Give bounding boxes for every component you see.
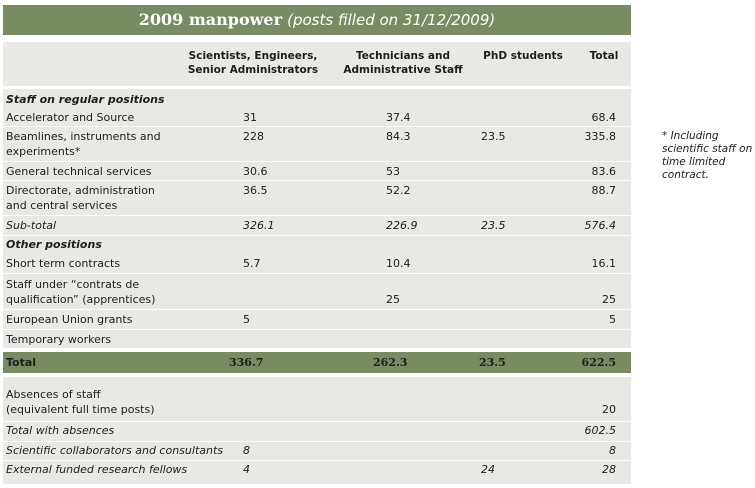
table-row: Beamlines, instruments and experiments* … [3,127,631,162]
footnote-line2: scientific staff on [662,143,753,155]
row-label: Accelerator and Source [6,111,135,124]
cell-total: 8 [609,444,616,457]
total-row: Total 336.7 262.3 23.5 622.5 [3,352,631,373]
footnote-line4: contract. [662,169,709,181]
column-header-technicians: Technicians and Administrative Staff [333,49,473,77]
section-regular-label: Staff on regular positions [6,93,165,106]
row-label-line1: Absences of staff [6,388,101,401]
cell-technicians: 10.4 [386,257,411,270]
table-row: European Union grants 5 5 [3,310,631,330]
total-technicians: 262.3 [373,356,408,369]
table-row: Accelerator and Source 31 37.4 68.4 [3,108,631,127]
table-row: Directorate, administration and central … [3,181,631,216]
header-separator [3,86,631,89]
row-label-line1: Beamlines, instruments and [6,130,161,143]
column-header-technicians-line1: Technicians and [355,50,451,62]
cell-scientists: 36.5 [243,184,268,197]
cell-total: 20 [602,403,616,416]
footnote-line1: * Including [662,130,719,142]
total-label: Total [6,356,37,369]
cell-phd: 24 [481,463,495,476]
column-header-technicians-line2: Administrative Staff [343,64,463,76]
section-other-label: Other positions [6,238,102,251]
cell-total: 68.4 [591,111,617,124]
subtotal-label: Sub-total [6,219,57,232]
table-row: External funded research fellows 4 24 28 [3,461,631,481]
cell-technicians: 84.3 [386,130,411,143]
table-title: 2009 manpower (posts filled on 31/12/200… [3,5,631,35]
subtotal-row: Sub-total 326.1 226.9 23.5 576.4 [3,216,631,236]
cell-technicians: 25 [386,293,400,306]
column-header-phd: PhD students [483,50,563,62]
cell-phd: 23.5 [481,219,506,232]
table-row: Short term contracts 5.7 10.4 16.1 [3,253,631,274]
column-header-total: Total [589,50,619,62]
row-label: European Union grants [6,313,133,326]
cell-scientists: 31 [243,111,257,124]
table-row: General technical services 30.6 53 83.6 [3,162,631,181]
total-gap-top [3,348,631,352]
row-label-line2: experiments* [6,145,81,158]
row-label-line2: and central services [6,199,118,212]
section-heading-other: Other positions [3,236,631,253]
title-bold: 2009 manpower [138,10,283,29]
table-row: Absences of staff (equivalent full time … [3,385,631,422]
cell-technicians: 37.4 [386,111,411,124]
cell-total: 5 [609,313,616,326]
cell-technicians: 52.2 [386,184,411,197]
table-row: Scientific collaborators and consultants… [3,442,631,461]
row-label: Temporary workers [6,333,112,346]
cell-total: 602.5 [584,424,617,437]
row-label-line2: qualification” (apprentices) [6,293,156,306]
total-phd: 23.5 [479,356,506,369]
footnote-line3: time limited [662,156,726,168]
cell-total: 88.7 [591,184,617,197]
row-label-line1: Staff under “contrats de [6,278,140,291]
total-gap-bottom [3,373,631,377]
column-header-scientists: Scientists, Engineers, Senior Administra… [183,49,323,77]
cell-scientists: 326.1 [243,219,275,232]
cell-total: 28 [602,463,616,476]
manpower-table: 2009 manpower (posts filled on 31/12/200… [3,5,631,484]
row-label: Scientific collaborators and consultants [6,444,224,457]
total-scientists: 336.7 [229,356,264,369]
row-label-line2: (equivalent full time posts) [6,403,155,416]
cell-total: 83.6 [591,165,617,178]
row-label: Short term contracts [6,257,121,270]
cell-total: 576.4 [584,219,617,232]
cell-scientists: 4 [243,463,250,476]
table-row: Staff under “contrats de qualification” … [3,274,631,310]
section-heading-regular: Staff on regular positions [3,91,631,108]
row-label: General technical services [6,165,152,178]
row-label: Total with absences [6,424,115,437]
cell-scientists: 8 [243,444,250,457]
cell-total: 16.1 [591,257,617,270]
cell-total: 25 [602,293,616,306]
cell-scientists: 5.7 [243,257,261,270]
table-row: Temporary workers [3,330,631,350]
row-label-line1: Directorate, administration [6,184,155,197]
cell-phd: 23.5 [481,130,506,143]
cell-scientists: 30.6 [243,165,268,178]
cell-technicians: 53 [386,165,400,178]
cell-scientists: 228 [243,130,264,143]
total-grand: 622.5 [581,356,616,369]
row-label: External funded research fellows [6,463,188,476]
table-row: Total with absences 602.5 [3,422,631,442]
cell-total: 335.8 [584,130,617,143]
title-separator [3,35,631,42]
column-header-scientists-line2: Senior Administrators [187,64,319,76]
cell-technicians: 226.9 [386,219,418,232]
column-header-scientists-line1: Scientists, Engineers, [188,50,318,62]
cell-scientists: 5 [243,313,250,326]
title-italic: (posts filled on 31/12/2009) [287,11,496,29]
footnote: * Including scientific staff on time lim… [662,130,754,182]
